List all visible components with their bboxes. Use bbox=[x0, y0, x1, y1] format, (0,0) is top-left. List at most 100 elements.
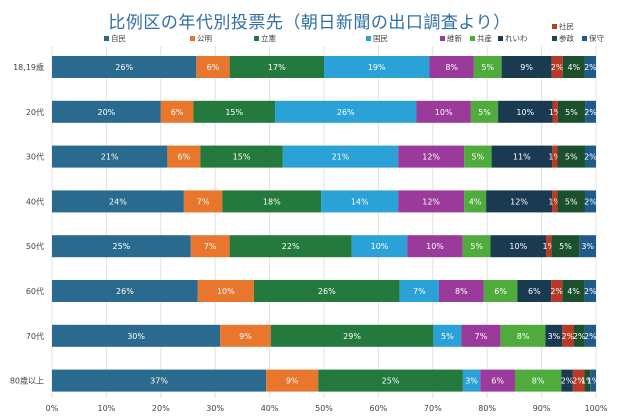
bar-segment bbox=[552, 145, 558, 168]
bar-segment bbox=[282, 145, 399, 168]
bar-segment bbox=[590, 369, 596, 392]
category-label: 70代 bbox=[26, 331, 44, 341]
x-tick-label: 60% bbox=[370, 404, 388, 413]
data-label: 12% bbox=[422, 197, 440, 206]
x-tick-label: 100% bbox=[585, 404, 608, 413]
data-label: 10% bbox=[371, 242, 389, 251]
legend-label: 公明 bbox=[197, 34, 212, 43]
bar-segment bbox=[551, 235, 580, 258]
bar-segment bbox=[464, 145, 492, 168]
bar-segment bbox=[253, 280, 400, 302]
bar-segment bbox=[416, 100, 471, 123]
bar-segment bbox=[52, 235, 191, 258]
x-tick-label: 40% bbox=[261, 404, 279, 413]
category-label: 80歳以上 bbox=[10, 376, 44, 386]
data-label: 1% bbox=[549, 108, 562, 117]
data-label: 4% bbox=[567, 63, 580, 72]
legend-swatch bbox=[366, 36, 371, 41]
data-label: 24% bbox=[109, 197, 127, 206]
bar-segment bbox=[462, 235, 491, 258]
bar-segment bbox=[483, 280, 518, 302]
bar-segment bbox=[501, 56, 552, 78]
bar-segment bbox=[222, 190, 322, 213]
bar-segment bbox=[266, 369, 319, 392]
data-label: 5% bbox=[478, 108, 491, 117]
bar-segment bbox=[585, 145, 596, 168]
data-label: 2% bbox=[551, 63, 564, 72]
bar-segment bbox=[399, 280, 439, 302]
bar-segment bbox=[562, 56, 585, 78]
bar-segment bbox=[462, 369, 481, 392]
data-label: 3% bbox=[548, 332, 561, 341]
bar-segment bbox=[470, 100, 499, 123]
data-label: 17% bbox=[268, 63, 286, 72]
bar-segment bbox=[220, 324, 271, 347]
legend-swatch bbox=[552, 36, 557, 41]
data-label: 2% bbox=[584, 108, 597, 117]
data-label: 2% bbox=[584, 63, 597, 72]
data-label: 10% bbox=[509, 242, 527, 251]
data-label: 8% bbox=[517, 332, 530, 341]
data-label: 2% bbox=[572, 377, 585, 386]
data-label: 8% bbox=[445, 63, 458, 72]
bar-segment bbox=[52, 56, 197, 78]
data-label: 29% bbox=[343, 332, 361, 341]
bar-segment bbox=[585, 190, 596, 213]
bar-segment bbox=[398, 190, 465, 213]
legend-swatch bbox=[582, 36, 587, 41]
bar-segment bbox=[461, 324, 501, 347]
data-label: 26% bbox=[116, 287, 134, 296]
bar-segment bbox=[584, 280, 596, 302]
category-label: 20代 bbox=[26, 107, 44, 117]
data-label: 1% bbox=[548, 197, 561, 206]
data-label: 6% bbox=[528, 287, 541, 296]
bar-segment bbox=[464, 190, 487, 213]
legend-label: 維新 bbox=[447, 33, 462, 43]
data-label: 11% bbox=[513, 153, 531, 162]
bar-segment bbox=[407, 235, 463, 258]
bar-segment bbox=[200, 145, 283, 168]
data-label: 21% bbox=[332, 153, 350, 162]
bar-segment bbox=[229, 235, 352, 258]
bar-segment bbox=[480, 369, 515, 392]
bar-segment bbox=[429, 56, 474, 78]
bar-segment bbox=[52, 190, 184, 213]
data-label: 5% bbox=[565, 108, 578, 117]
data-label: 1% bbox=[587, 377, 600, 386]
chart-title: 比例区の年代別投票先（朝日新聞の出口調査より） bbox=[108, 13, 511, 33]
data-label: 2% bbox=[562, 332, 575, 341]
bar-segment bbox=[160, 100, 194, 123]
legend-swatch bbox=[552, 24, 557, 29]
x-tick-label: 30% bbox=[206, 404, 224, 413]
legend-swatch bbox=[190, 36, 195, 41]
legend-label: 共産 bbox=[477, 33, 492, 43]
bar-segment bbox=[562, 280, 585, 302]
bar-segment bbox=[52, 145, 168, 168]
data-label: 15% bbox=[225, 108, 243, 117]
legend-label: れいわ bbox=[505, 34, 528, 43]
data-label: 12% bbox=[510, 197, 528, 206]
bar-segment bbox=[514, 369, 562, 392]
legend-swatch bbox=[440, 36, 445, 41]
data-label: 9% bbox=[286, 377, 299, 386]
bar-segment bbox=[546, 235, 552, 258]
bar-segment bbox=[486, 190, 553, 213]
bar-segment bbox=[498, 100, 553, 123]
category-label: 18,19歳 bbox=[13, 62, 44, 72]
x-tick-label: 20% bbox=[152, 404, 170, 413]
data-label: 5% bbox=[565, 197, 578, 206]
bar-segment bbox=[52, 324, 221, 347]
bar-segment bbox=[490, 235, 547, 258]
bar-segment bbox=[551, 280, 563, 302]
bar-segment bbox=[197, 280, 254, 302]
legend-swatch bbox=[470, 36, 475, 41]
data-label: 21% bbox=[101, 153, 119, 162]
data-label: 9% bbox=[239, 332, 252, 341]
bar-segment bbox=[557, 190, 586, 213]
data-label: 6% bbox=[491, 377, 504, 386]
bar-segment bbox=[270, 324, 434, 347]
data-label: 30% bbox=[127, 332, 145, 341]
category-label: 40代 bbox=[26, 196, 44, 206]
